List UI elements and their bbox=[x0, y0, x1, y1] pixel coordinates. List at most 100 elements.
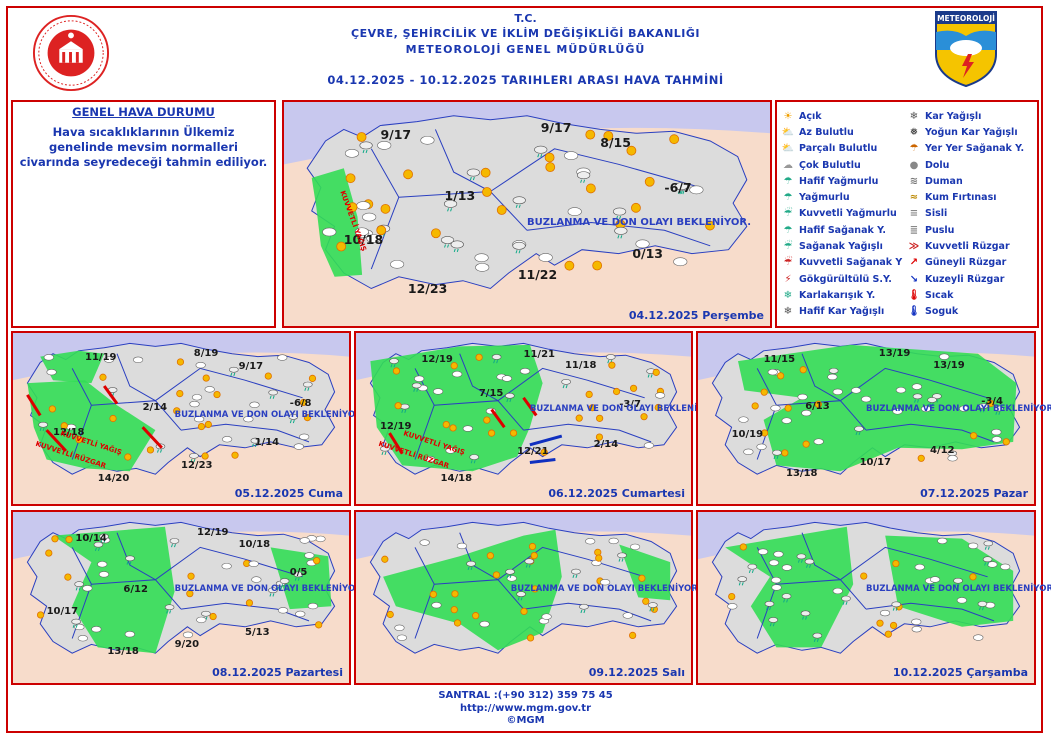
sun-icon bbox=[264, 372, 272, 380]
cloud-icon bbox=[541, 613, 552, 620]
footer-copyright: ©MGM bbox=[506, 715, 545, 726]
rain-icon bbox=[577, 171, 591, 183]
region-boundary bbox=[459, 353, 499, 402]
sun-icon bbox=[204, 420, 212, 429]
cloud-icon bbox=[425, 455, 436, 463]
sun-icon bbox=[564, 260, 575, 271]
sun-icon bbox=[509, 429, 518, 437]
cloud-icon bbox=[939, 353, 950, 360]
sun-icon bbox=[451, 590, 459, 598]
cloud-icon bbox=[431, 601, 442, 609]
map-date-label: 07.12.2025 Pazar bbox=[920, 487, 1028, 500]
general-weather-title: GENEL HAVA DURUMU bbox=[72, 105, 215, 119]
cloud-icon bbox=[506, 575, 517, 582]
sun-icon bbox=[540, 448, 548, 456]
legend-item-smoke: ≋ Duman bbox=[907, 173, 1024, 189]
region-boundary bbox=[523, 423, 652, 443]
sun-icon bbox=[449, 424, 457, 432]
sun-icon bbox=[528, 542, 537, 551]
frost-warning-text: BUZLANMA VE DON OLAYI BEKLENİYOR. bbox=[529, 403, 721, 414]
sun-icon bbox=[970, 432, 978, 440]
cloud-icon bbox=[189, 400, 200, 408]
rain-icon bbox=[125, 555, 135, 565]
sun-icon bbox=[442, 421, 450, 429]
temperature-range-label: 6/12 bbox=[123, 584, 148, 596]
cloud-icon bbox=[182, 631, 194, 638]
cloud-icon bbox=[895, 386, 907, 394]
sun-icon bbox=[65, 535, 73, 544]
snow-icon: ❄ bbox=[909, 110, 919, 122]
rain-icon bbox=[303, 381, 313, 391]
cloud-icon bbox=[299, 537, 310, 544]
sun-icon bbox=[36, 611, 45, 619]
north-wind-arrow-icon bbox=[529, 458, 556, 464]
temperature-range-label: 9/17 bbox=[380, 127, 412, 143]
sun-icon bbox=[315, 621, 323, 629]
cloud-icon bbox=[956, 597, 967, 604]
cloud-icon bbox=[293, 443, 304, 450]
precipitation-zone bbox=[311, 168, 363, 277]
strong-wind-icon: ≫ bbox=[908, 241, 920, 253]
sun-icon bbox=[483, 416, 491, 424]
sun-icon bbox=[313, 557, 321, 565]
sun-icon bbox=[482, 187, 492, 197]
temperature-range-label: 13/18 bbox=[786, 468, 818, 480]
cold-thermometer-icon: 🌡 bbox=[907, 306, 921, 318]
rain-icon bbox=[804, 558, 815, 568]
cloud-icon bbox=[797, 393, 808, 401]
map-date-label: 08.12.2025 Pazartesi bbox=[212, 666, 343, 679]
rain-icon bbox=[617, 552, 627, 562]
sun-icon: ☀ bbox=[783, 110, 793, 122]
sun-icon bbox=[608, 361, 616, 369]
legend-label: Hafif Kar Yağışlı bbox=[799, 306, 885, 318]
precipitation-zone bbox=[40, 350, 105, 384]
south-wind-arrow-icon bbox=[141, 426, 163, 449]
footer-url[interactable]: http://www.mgm.gov.tr bbox=[459, 703, 592, 714]
cloud-icon bbox=[911, 625, 922, 633]
cloud-icon bbox=[519, 367, 531, 375]
heavy-rain-icon: ☔ bbox=[783, 208, 793, 220]
cloud-icon bbox=[973, 634, 984, 641]
precipitation-zone bbox=[725, 526, 854, 648]
legend-label: Kar Yağışlı bbox=[925, 110, 982, 122]
sun-icon bbox=[626, 145, 637, 156]
legend-label: Sisli bbox=[925, 208, 948, 220]
temperature-range-label: 14/20 bbox=[97, 472, 130, 484]
cloud-icon bbox=[194, 415, 205, 423]
cloud-icon bbox=[770, 404, 781, 412]
temperature-range-label: 8/15 bbox=[600, 135, 631, 151]
forecast-map-day7: BUZLANMA VE DON OLAYI BEKLENİYOR. 10.12.2… bbox=[696, 510, 1051, 685]
sun-icon bbox=[492, 571, 501, 579]
meteoroloji-logo: METEOROLOJİ bbox=[935, 11, 997, 88]
cloud-icon bbox=[394, 624, 405, 631]
sun-icon bbox=[245, 599, 254, 607]
cloud-icon bbox=[738, 416, 749, 423]
legend-label: Kuvvetli Yağmurlu bbox=[799, 208, 897, 220]
legend-column-right: ❄ Kar Yağışlı ❅ Yoğun Kar Yağışlı ☂ Yer Yer S… bbox=[907, 108, 1024, 320]
general-weather-text: Hava sıcaklıklarının Ülkemiz genelinde m… bbox=[19, 125, 268, 169]
rain-icon bbox=[561, 378, 571, 389]
frost-warning-text: BUZLANMA VE DON OLAYI BEKLENİYOR. bbox=[510, 584, 702, 595]
cloud-icon bbox=[452, 370, 463, 378]
sun-icon bbox=[530, 551, 538, 560]
map-canvas bbox=[698, 512, 1034, 654]
black-sea-area bbox=[698, 512, 1034, 560]
sun-icon bbox=[176, 358, 185, 366]
sun-icon bbox=[99, 373, 107, 381]
sun-icon bbox=[431, 228, 441, 239]
cloud-icon bbox=[445, 447, 456, 454]
cloud-icon bbox=[914, 563, 925, 571]
region-boundary bbox=[116, 353, 156, 402]
sun-icon bbox=[213, 390, 221, 399]
temperature-range-label: 2/14 bbox=[142, 402, 168, 414]
temperature-range-label: 1/14 bbox=[254, 437, 280, 449]
cloud-icon bbox=[635, 239, 650, 249]
sun-icon bbox=[345, 173, 356, 184]
rain-icon bbox=[380, 445, 390, 456]
cloud-icon bbox=[689, 185, 704, 195]
sun-icon bbox=[784, 404, 792, 412]
sun-icon bbox=[802, 440, 810, 448]
sun-icon bbox=[75, 436, 83, 444]
rain-icon bbox=[516, 591, 526, 601]
region-boundary bbox=[840, 546, 988, 581]
